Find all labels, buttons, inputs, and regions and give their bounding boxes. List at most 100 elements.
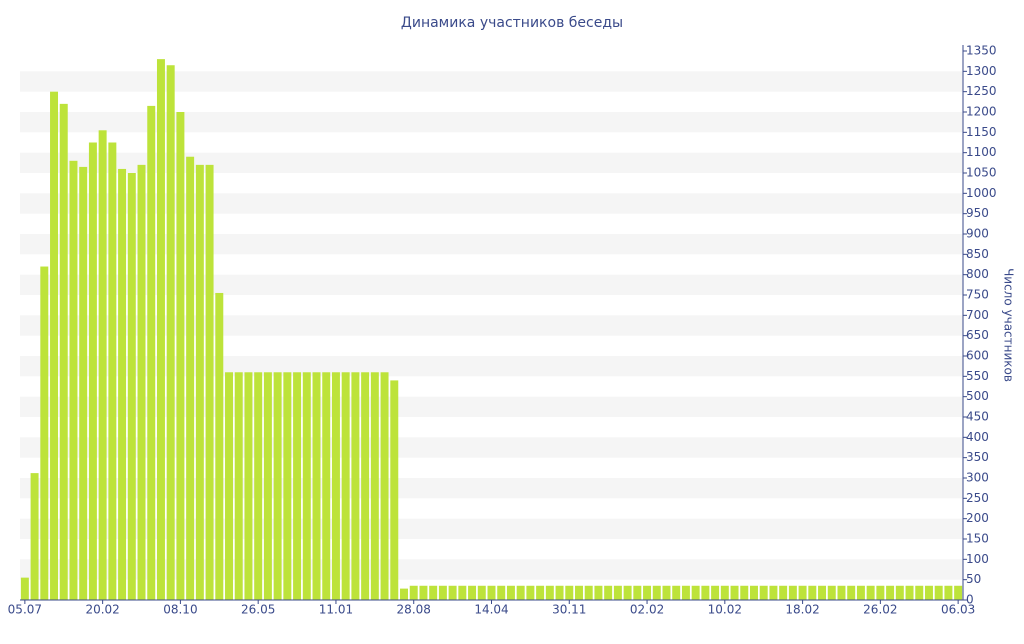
bar	[895, 585, 904, 600]
bar	[662, 585, 671, 600]
grid-band	[20, 112, 963, 133]
bar	[448, 585, 457, 600]
bar	[30, 473, 39, 600]
bar	[905, 585, 914, 600]
bar	[59, 103, 68, 600]
bar	[137, 164, 146, 600]
y-tick-label: 1050	[966, 166, 997, 180]
bar	[613, 585, 622, 600]
x-tick-label: 11.01	[319, 603, 353, 617]
x-tick-label: 06.03	[941, 603, 975, 617]
bar	[302, 372, 311, 600]
x-tick-label: 14.04	[474, 603, 508, 617]
bar	[205, 164, 214, 600]
bar	[195, 164, 204, 600]
bar	[944, 585, 953, 600]
y-tick-label: 950	[966, 206, 989, 220]
bar	[283, 372, 292, 600]
bar	[652, 585, 661, 600]
bar	[672, 585, 681, 600]
y-tick-label: 500	[966, 389, 989, 403]
y-tick-label: 850	[966, 247, 989, 261]
bar	[827, 585, 836, 600]
x-tick-label: 02.02	[630, 603, 664, 617]
x-tick-label: 26.02	[863, 603, 897, 617]
bar	[186, 156, 195, 600]
bar	[847, 585, 856, 600]
y-tick-label: 400	[966, 430, 989, 444]
y-tick-label: 0	[966, 593, 974, 607]
bar	[545, 585, 554, 600]
bar	[380, 372, 389, 600]
bar	[575, 585, 583, 600]
y-tick-label: 300	[966, 471, 989, 485]
bar	[779, 585, 788, 600]
bar	[691, 585, 700, 600]
bar	[331, 372, 340, 600]
x-tick-label: 30.11	[552, 603, 586, 617]
y-tick-label: 900	[966, 227, 989, 241]
bar	[390, 380, 399, 600]
bar	[866, 585, 875, 600]
y-tick-label: 350	[966, 450, 989, 464]
bar	[156, 59, 165, 600]
x-tick-label: 10.02	[708, 603, 742, 617]
x-tick-label: 20.02	[85, 603, 119, 617]
x-tick-label: 26.05	[241, 603, 275, 617]
bar	[526, 585, 535, 600]
grid-band	[20, 315, 963, 336]
x-tick-label: 28.08	[397, 603, 431, 617]
bar	[215, 292, 224, 600]
bar	[497, 585, 506, 600]
bar	[147, 105, 156, 601]
bar	[759, 585, 768, 600]
y-tick-label: 50	[966, 572, 981, 586]
bar	[934, 585, 943, 600]
y-tick-label: 1200	[966, 105, 997, 119]
bar	[419, 585, 428, 600]
bar	[915, 585, 924, 600]
y-tick-label: 1350	[966, 44, 997, 58]
bar	[400, 588, 408, 600]
bar	[788, 585, 797, 600]
bar	[954, 585, 963, 600]
bar	[351, 372, 360, 600]
bar	[166, 65, 175, 600]
bar	[584, 585, 593, 600]
bar	[681, 585, 690, 600]
bar	[98, 130, 107, 601]
bar	[506, 585, 515, 600]
bar	[856, 585, 865, 600]
bar	[254, 372, 263, 600]
bar	[516, 585, 525, 600]
bar	[225, 372, 234, 600]
bar	[20, 577, 29, 600]
y-tick-label: 600	[966, 349, 989, 363]
x-tick-label: 08.10	[163, 603, 197, 617]
bar	[818, 585, 827, 600]
y-axis-label: Число участников	[1002, 268, 1016, 382]
y-tick-label: 1300	[966, 64, 997, 78]
bar	[924, 585, 933, 600]
y-tick-label: 700	[966, 308, 989, 322]
grid-band	[20, 234, 963, 255]
bar	[701, 585, 710, 600]
bar	[837, 585, 846, 600]
bar	[108, 142, 117, 600]
bar	[273, 372, 282, 600]
bar	[361, 372, 370, 600]
bar	[438, 585, 447, 600]
bar	[468, 585, 477, 600]
bar	[458, 585, 467, 600]
bar	[322, 372, 331, 600]
bar	[50, 91, 59, 601]
bar	[487, 585, 496, 600]
bar	[118, 168, 127, 600]
bar	[711, 585, 720, 600]
x-tick-label: 05.07	[8, 603, 42, 617]
grid-band	[20, 71, 963, 92]
y-tick-label: 750	[966, 288, 989, 302]
bar	[633, 585, 642, 600]
y-tick-label: 250	[966, 491, 989, 505]
y-tick-label: 650	[966, 328, 989, 342]
